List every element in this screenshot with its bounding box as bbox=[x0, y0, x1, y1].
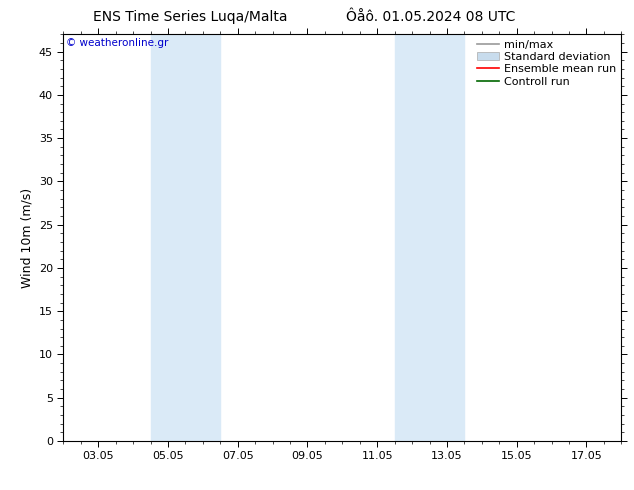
Bar bbox=[150, 34, 221, 441]
Text: ENS Time Series Luqa/Malta: ENS Time Series Luqa/Malta bbox=[93, 10, 287, 24]
Text: © weatheronline.gr: © weatheronline.gr bbox=[66, 38, 169, 49]
Y-axis label: Wind 10m (m/s): Wind 10m (m/s) bbox=[20, 188, 34, 288]
Bar bbox=[394, 34, 464, 441]
Legend: min/max, Standard deviation, Ensemble mean run, Controll run: min/max, Standard deviation, Ensemble me… bbox=[477, 40, 616, 87]
Text: Ôåô. 01.05.2024 08 UTC: Ôåô. 01.05.2024 08 UTC bbox=[346, 10, 516, 24]
